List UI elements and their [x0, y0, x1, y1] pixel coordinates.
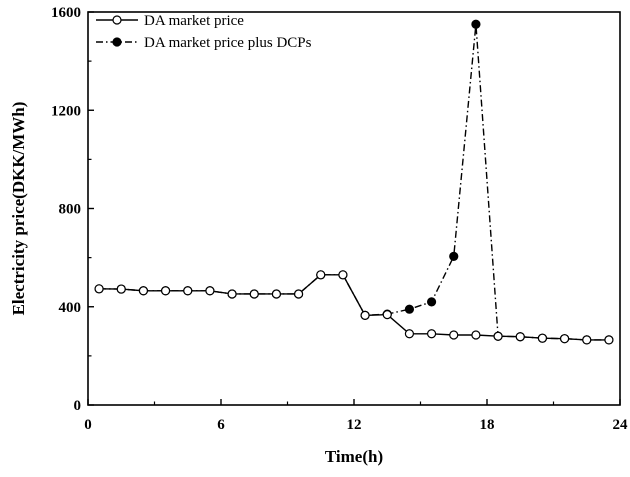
data-point: [449, 330, 459, 340]
x-tick-label: 6: [217, 417, 225, 433]
data-point: [449, 251, 459, 261]
data-point: [471, 19, 481, 29]
plot-frame: [87, 11, 621, 406]
data-point: [493, 331, 503, 341]
legend-label: DA market price: [144, 13, 244, 29]
data-point: [426, 297, 437, 307]
data-point: [227, 289, 237, 299]
data-point: [559, 334, 570, 344]
data-point: [426, 329, 437, 339]
data-point: [404, 304, 415, 314]
y-axis-title: Electricity price(DKK/MWh): [9, 102, 28, 316]
data-point: [249, 289, 259, 299]
series-line: [99, 24, 609, 341]
data-point: [604, 335, 614, 345]
y-tick-label: 1200: [51, 103, 81, 119]
legend-label: DA market price plus DCPs: [144, 35, 312, 51]
data-point: [160, 286, 171, 296]
y-tick-label: 0: [74, 398, 82, 414]
data-point: [138, 286, 149, 296]
data-point: [360, 310, 370, 320]
series-line: [99, 274, 609, 341]
legend: DA market price DA market price plus DCPs: [96, 13, 312, 51]
legend-marker: [112, 37, 122, 47]
data-point: [116, 284, 126, 294]
x-axis-title: Time(h): [325, 447, 383, 466]
data-point: [471, 330, 481, 340]
series-layer: [94, 19, 614, 345]
axis-ticks: 0 6 12 18 24 0 400 800 1200 1600: [51, 5, 628, 433]
data-point: [316, 270, 326, 280]
y-tick-label: 1600: [51, 5, 81, 21]
data-point: [515, 332, 525, 342]
data-point: [271, 289, 282, 299]
data-point: [183, 286, 193, 296]
data-point: [338, 270, 348, 280]
y-tick-label: 800: [59, 202, 82, 218]
series-da-market-price: [94, 270, 614, 345]
data-point: [293, 289, 304, 299]
x-tick-label: 0: [84, 417, 92, 433]
data-point: [382, 310, 392, 320]
x-tick-label: 12: [347, 417, 362, 433]
y-tick-label: 400: [59, 300, 82, 316]
x-tick-label: 18: [480, 417, 495, 433]
data-point: [404, 329, 415, 339]
data-point: [94, 284, 104, 294]
data-point: [582, 335, 592, 345]
plot-border: [87, 11, 621, 406]
data-point: [205, 286, 215, 296]
data-point: [537, 333, 548, 343]
legend-marker: [112, 15, 122, 25]
x-tick-label: 24: [613, 417, 629, 433]
